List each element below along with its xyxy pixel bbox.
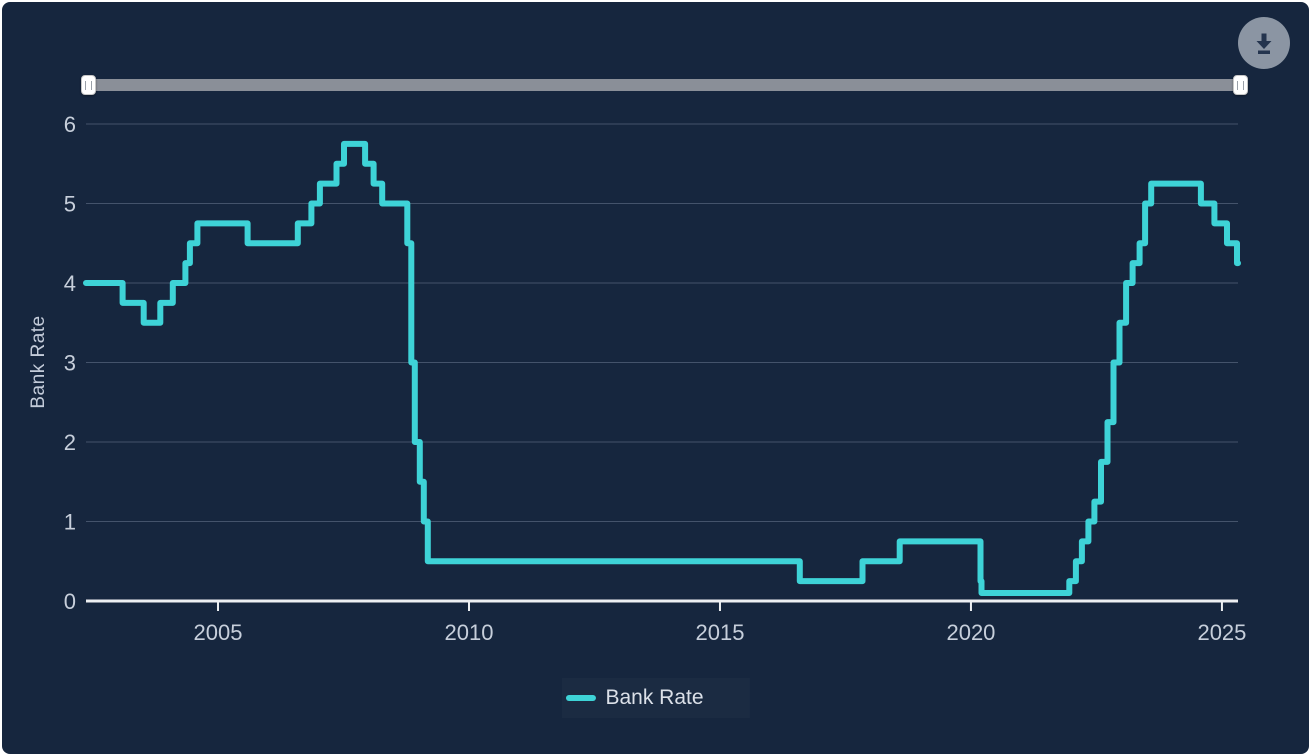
grip-icon [1237,80,1244,90]
download-icon [1251,30,1277,56]
date-range-slider[interactable] [81,75,1248,95]
y-tick-label: 1 [64,510,76,535]
x-tick-label: 2015 [695,620,744,645]
download-button[interactable] [1238,17,1290,69]
legend-label: Bank Rate [605,686,704,709]
x-tick-label: 2005 [194,620,243,645]
bank-rate-line[interactable] [83,140,1241,596]
range-slider-right-handle[interactable] [1233,75,1248,95]
legend-swatch [565,695,596,701]
y-tick-label: 4 [64,271,76,296]
y-tick-label: 3 [64,351,76,376]
x-tick-label: 2025 [1197,620,1246,645]
y-tick-label: 2 [64,430,76,455]
range-slider-track[interactable] [81,79,1248,91]
range-slider-left-handle[interactable] [81,75,96,95]
y-tick-label: 6 [64,112,76,137]
y-tick-label: 5 [64,192,76,217]
x-tick-label: 2010 [445,620,494,645]
y-tick-label: 0 [64,589,76,614]
x-tick-label: 2020 [946,620,995,645]
grip-icon [85,80,92,90]
y-axis-title: Bank Rate [28,315,49,409]
legend-item-bank-rate[interactable]: Bank Rate [561,678,749,718]
